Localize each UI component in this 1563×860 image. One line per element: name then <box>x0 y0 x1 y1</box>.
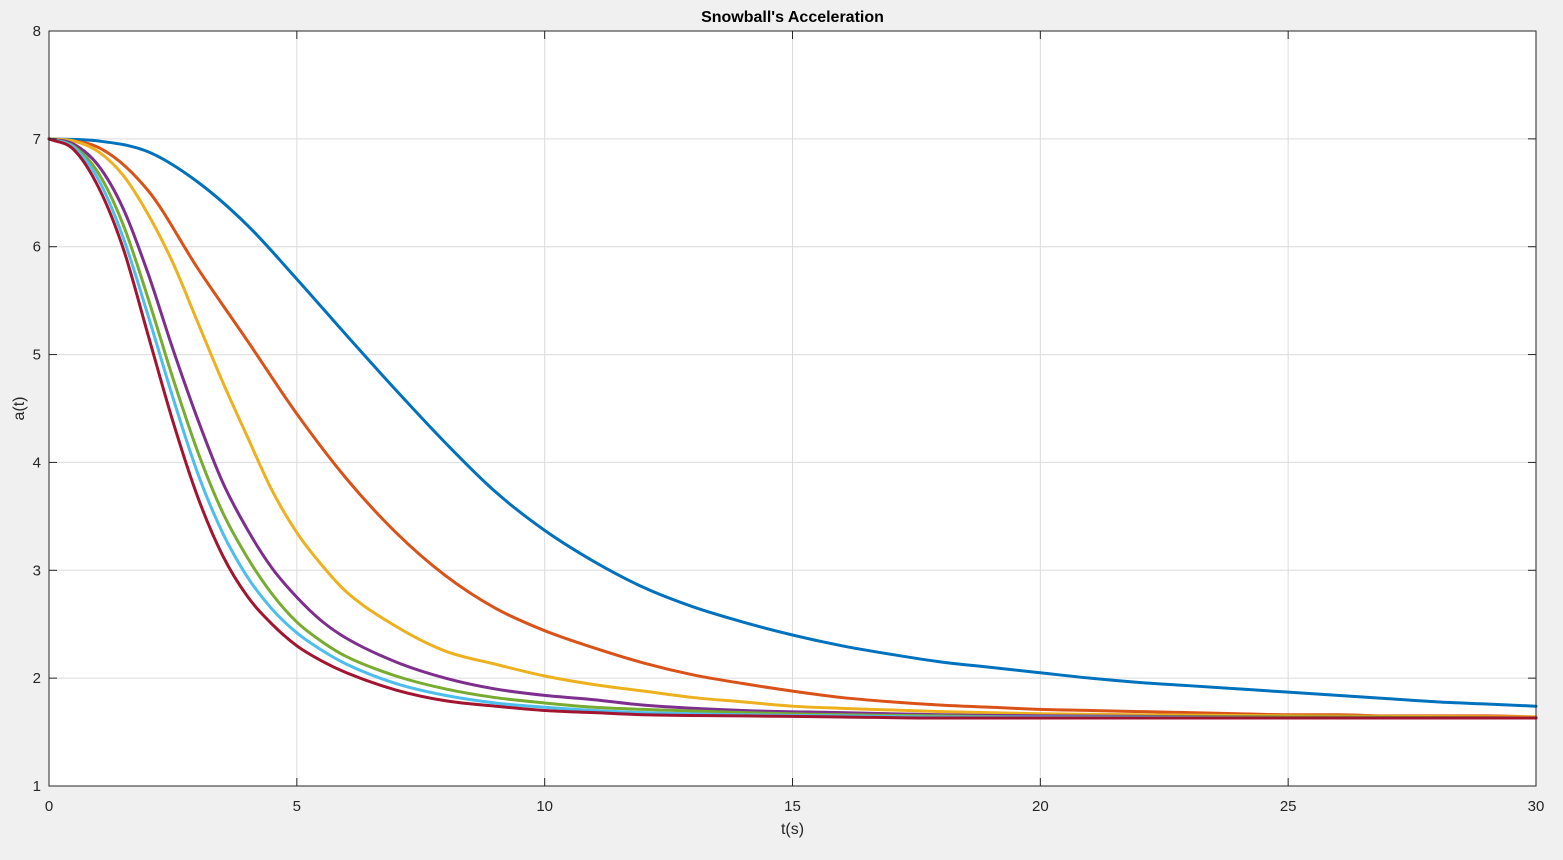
y-tick-label: 3 <box>33 562 41 579</box>
y-tick-label: 2 <box>33 670 41 687</box>
y-tick-label: 4 <box>33 454 41 471</box>
x-tick-label: 0 <box>45 798 53 815</box>
y-axis-label: a(t) <box>11 397 28 421</box>
series-line-3 <box>47 137 1538 719</box>
series-line-1 <box>47 137 1538 708</box>
y-tick-label: 8 <box>33 23 41 40</box>
x-tick-label: 15 <box>784 798 801 815</box>
x-axis-label: t(s) <box>781 821 804 838</box>
chart-title: Snowball's Acceleration <box>701 9 884 26</box>
y-tick-labels: 1 2 3 4 5 6 7 8 <box>33 23 41 795</box>
x-tick-label: 30 <box>1528 798 1545 815</box>
y-tick-label: 7 <box>33 131 41 148</box>
series-group <box>47 137 1538 720</box>
y-tick-label: 6 <box>33 239 41 256</box>
x-tick-label: 10 <box>536 798 553 815</box>
x-tick-labels: 0 5 10 15 20 25 30 <box>45 798 1545 815</box>
x-tick-label: 20 <box>1032 798 1049 815</box>
tick-marks <box>48 30 1537 787</box>
x-tick-label: 25 <box>1280 798 1297 815</box>
x-tick-label: 5 <box>293 798 301 815</box>
y-tick-label: 5 <box>33 347 41 364</box>
y-tick-label: 1 <box>33 778 41 795</box>
series-line-7 <box>47 137 1538 720</box>
